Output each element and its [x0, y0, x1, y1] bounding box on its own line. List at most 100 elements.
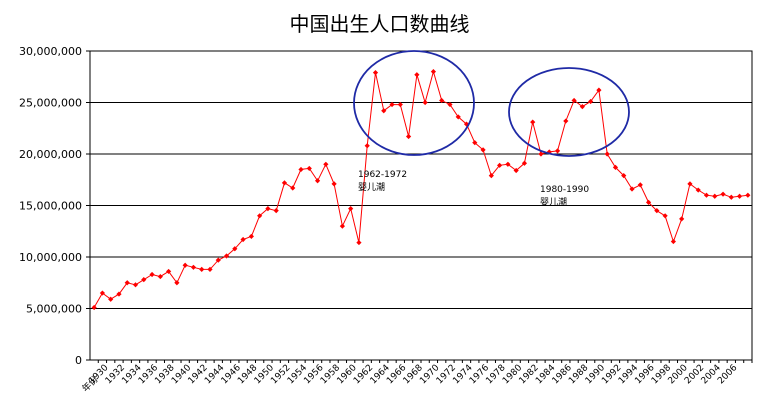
data-point: [654, 208, 660, 214]
data-point: [405, 133, 412, 140]
data-point: [116, 291, 122, 297]
data-point: [372, 70, 379, 76]
data-point: [455, 114, 461, 120]
data-point: [257, 213, 263, 219]
data-point: [397, 101, 403, 108]
data-point: [629, 186, 635, 192]
data-point: [530, 119, 536, 125]
data-point: [488, 173, 494, 179]
data-point: [174, 280, 180, 286]
data-point: [273, 208, 279, 214]
data-point: [248, 233, 254, 239]
data-point: [240, 236, 246, 243]
data-point: [339, 223, 345, 229]
data-point: [480, 147, 486, 153]
data-point: [612, 164, 619, 170]
data-point: [149, 271, 155, 278]
y-tick-labels: 0 5,000,000 10,000,000 15,000,000 20,000,000…: [19, 45, 82, 367]
data-point: [323, 161, 329, 167]
data-point: [207, 266, 213, 272]
series-line: [93, 69, 748, 308]
data-point: [157, 273, 163, 280]
data-point: [430, 69, 437, 75]
data-point: [298, 166, 304, 173]
data-point: [645, 199, 652, 206]
data-point: [621, 173, 627, 179]
y-tick-label: 10,000,000: [19, 251, 82, 264]
data-point: [687, 181, 693, 187]
annotation-label: 婴儿潮: [540, 196, 567, 208]
data-point: [422, 99, 428, 106]
axes: [86, 50, 753, 363]
data-point: [571, 97, 577, 104]
highlight-circle: [353, 50, 475, 156]
grid-lines: [90, 102, 752, 309]
series-line: [93, 69, 748, 308]
data-point: [141, 277, 147, 283]
data-point: [306, 165, 312, 172]
annotation-label: 1980-1990: [540, 185, 589, 195]
data-point: [554, 148, 561, 154]
data-point: [389, 101, 395, 108]
data-point: [223, 253, 230, 259]
data-point: [215, 257, 221, 263]
data-point: [703, 192, 710, 198]
data-point: [265, 205, 271, 212]
chart-title: 中国出生人口数曲线: [289, 12, 470, 36]
data-point: [166, 268, 172, 275]
data-point: [331, 181, 337, 187]
data-point: [695, 187, 701, 193]
highlight-circle: [508, 67, 630, 157]
data-point: [314, 178, 321, 184]
data-point: [497, 162, 503, 168]
data-point: [99, 290, 106, 296]
data-point: [190, 264, 197, 270]
data-point: [439, 97, 445, 104]
data-point: [364, 143, 370, 149]
y-tick-label: 5,000,000: [26, 303, 82, 316]
data-point: [381, 108, 387, 114]
data-point: [447, 101, 453, 108]
data-point: [414, 72, 420, 78]
data-point: [108, 296, 114, 302]
data-point: [521, 160, 528, 166]
data-point: [662, 213, 668, 219]
y-tick-label: 0: [75, 354, 82, 367]
data-point: [736, 193, 743, 199]
annotation-label: 1962-1972: [358, 170, 407, 180]
data-point: [563, 118, 569, 124]
data-point: [281, 180, 288, 186]
data-point: [728, 194, 734, 200]
data-point: [670, 238, 676, 245]
y-tick-label: 20,000,000: [19, 148, 82, 161]
y-tick-label: 25,000,000: [19, 97, 82, 110]
data-point: [132, 282, 139, 288]
data-point: [579, 104, 585, 110]
data-point: [596, 87, 602, 93]
data-point: [538, 151, 544, 157]
y-tick-label: 15,000,000: [19, 200, 82, 213]
data-point: [199, 266, 205, 272]
data-point: [232, 246, 238, 252]
data-point: [472, 140, 478, 146]
data-point: [679, 216, 685, 222]
data-point: [356, 239, 362, 246]
data-points: [91, 69, 751, 311]
data-point: [182, 262, 188, 268]
annotation-label: 婴儿潮: [358, 181, 385, 193]
x-tick-labels: 年份19301932193419361938194019421944194619…: [79, 363, 739, 395]
data-point: [712, 193, 718, 199]
data-point: [290, 185, 296, 191]
y-tick-label: 30,000,000: [19, 45, 82, 58]
data-point: [505, 161, 511, 167]
data-point: [124, 280, 130, 286]
data-point: [720, 191, 726, 197]
data-point: [604, 151, 610, 157]
data-point: [588, 98, 594, 105]
data-point: [91, 304, 97, 311]
data-point: [745, 192, 751, 198]
data-point: [348, 205, 354, 212]
data-point: [637, 182, 643, 188]
